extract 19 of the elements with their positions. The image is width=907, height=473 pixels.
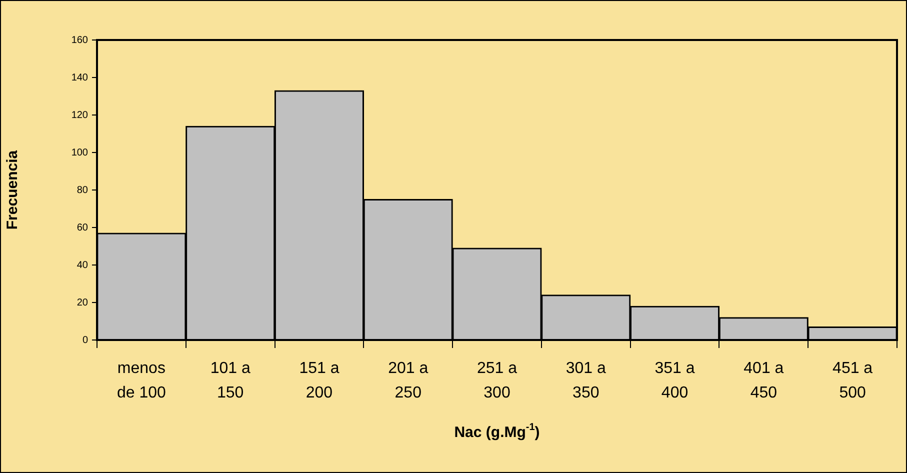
x-tick-label: 351 a 400 (654, 360, 695, 402)
y-tick-label: 20 (76, 297, 88, 308)
x-tick-label: 451 a 500 (832, 360, 873, 402)
x-tick-label: 151 a 200 (299, 360, 340, 402)
y-tick-label: 160 (71, 34, 88, 46)
y-tick-label: 40 (76, 260, 88, 271)
y-tick-label: 140 (71, 72, 88, 84)
x-tick-label: 301 a 350 (566, 360, 606, 402)
y-tick-label: 80 (76, 184, 88, 196)
y-tick-label: 0 (82, 334, 88, 346)
x-tick-label: 201 a 250 (388, 360, 428, 402)
y-tick-label: 120 (71, 110, 88, 121)
x-tick-label: 401 a 450 (744, 360, 784, 402)
y-tick-label: 60 (76, 222, 88, 234)
y-axis-title: Frecuencia (4, 150, 22, 230)
x-tick-label: menos de 100 (116, 360, 166, 402)
x-tick-label: 101 a 150 (210, 360, 250, 402)
x-tick-label: 251 a 300 (476, 360, 518, 402)
y-tick-label: 100 (71, 147, 88, 158)
